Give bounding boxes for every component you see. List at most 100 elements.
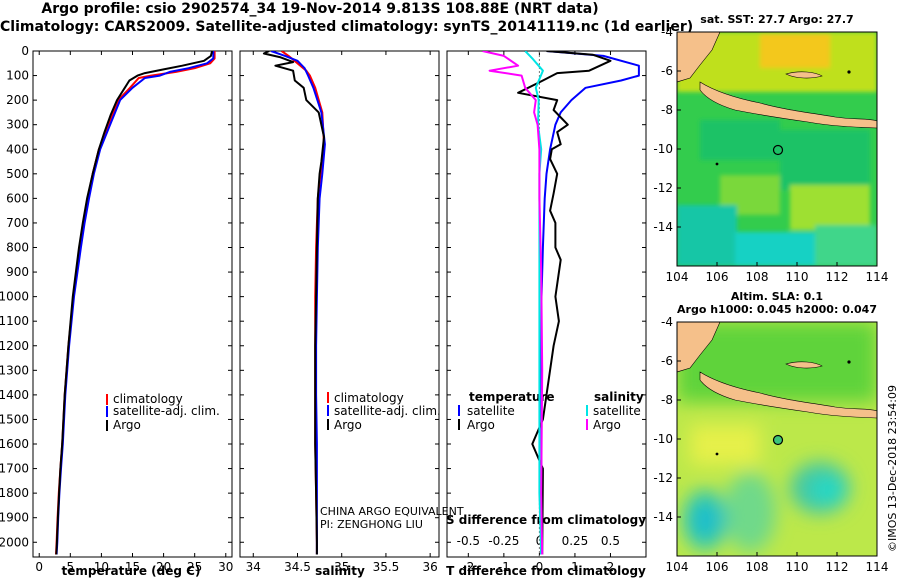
temperature-x-tick-label: 20 [156, 560, 171, 574]
depth-tick-label: 1900 [0, 511, 29, 525]
salinity-series-group [262, 51, 326, 555]
sla-map-title: Altim. SLA: 0.1 [730, 290, 824, 303]
sla-map-x-tick-label: 112 [826, 560, 849, 574]
legend-temp-satellite: satellite [467, 404, 515, 418]
salinity-x-tick-label: 35.5 [373, 560, 400, 574]
sst-map-y-tick-label: -12 [653, 181, 673, 195]
depth-tick-label: 400 [6, 142, 29, 156]
salinity-x-tick-label: 36 [423, 560, 438, 574]
figure-title-line-2: Climatology: CARS2009. Satellite-adjuste… [0, 19, 694, 35]
legend-sal-satellite: satellite [593, 404, 641, 418]
sla-map-y-tick-label: -8 [661, 393, 673, 407]
salinity-panel: climatology satellite-adj. clim. Argo CH… [239, 50, 464, 574]
difference-series-salinity-satellite [524, 51, 544, 555]
temperature-series-climatology [55, 51, 216, 555]
difference-panel: temperature satellite Argo salinity sate… [446, 50, 647, 574]
difference-series-group [482, 51, 640, 555]
temperature-panel: climatology satellite-adj. clim. Argo 0 1… [0, 44, 233, 574]
sst-map-x-tick-label: 106 [706, 270, 729, 284]
depth-tick-label: 1500 [0, 412, 29, 426]
sst-argo-location-marker [772, 144, 784, 156]
depth-tick-label: 1800 [0, 486, 29, 500]
salinity-x-tick-label: 35 [334, 560, 349, 574]
legend-satellite: satellite-adj. clim. [113, 404, 220, 418]
depth-tick-label: 1400 [0, 388, 29, 402]
sla-map-subtitle: Argo h1000: 0.045 h2000: 0.047 [677, 303, 877, 316]
sla-map-y-tick-label: -4 [661, 315, 673, 329]
depth-tick-label: 600 [6, 191, 29, 205]
difference-series-temperature-argo [517, 51, 612, 555]
salinity-series-argo [262, 51, 325, 555]
sst-map-x-tick-label: 104 [666, 270, 689, 284]
sst-map-x-tick-label: 110 [786, 270, 809, 284]
annotation-pi: PI: ZENGHONG LIU [320, 518, 423, 531]
difference-series-salinity-argo [482, 51, 544, 555]
temperature-series-satellite [55, 51, 215, 555]
depth-tick-label: 2000 [0, 535, 29, 549]
sst-map-x-tick-label: 108 [746, 270, 769, 284]
temperature-x-tick-label: 15 [125, 560, 140, 574]
legend-climatology: climatology [113, 392, 183, 406]
sla-map-x-tick-label: 110 [786, 560, 809, 574]
salinity-x-tick-label: 34 [246, 560, 261, 574]
difference-x-tick-label: -2 [462, 560, 474, 574]
temperature-series-argo [55, 51, 214, 555]
temperature-x-tick-label: 5 [66, 560, 74, 574]
legend-temp-argo: Argo [467, 418, 495, 432]
depth-tick-label: 100 [6, 69, 29, 83]
sst-map-y-tick-label: -10 [653, 142, 673, 156]
depth-tick-label: 1700 [0, 462, 29, 476]
sst-map-y-tick-label: -6 [661, 64, 673, 78]
legend-climatology: climatology [334, 391, 404, 405]
sst-map-y-tick-label: -4 [661, 25, 673, 39]
sla-map-y-tick-label: -6 [661, 354, 673, 368]
temperature-axes-frame [32, 50, 233, 558]
s-difference-label: S difference from climatology [446, 513, 646, 527]
depth-tick-label: 0 [21, 44, 29, 58]
sla-map-x-tick-label: 114 [866, 560, 889, 574]
sla-argo-location-marker [772, 434, 784, 446]
salinity-x-tick-label: 34.5 [284, 560, 311, 574]
depth-tick-label: 1600 [0, 437, 29, 451]
difference-axes-frame [446, 50, 647, 558]
depth-tick-label: 300 [6, 118, 29, 132]
difference-s-tick-label: -0.25 [488, 534, 519, 548]
depth-tick-label: 1000 [0, 290, 29, 304]
salinity-series-satellite [270, 51, 326, 555]
difference-s-tick-label: -0.5 [457, 534, 480, 548]
difference-x-tick-label: 0 [536, 560, 544, 574]
temperature-series-group [55, 51, 216, 555]
depth-tick-label: 800 [6, 241, 29, 255]
difference-s-tick-label: 0.5 [601, 534, 620, 548]
legend-salinity-title: salinity [594, 390, 644, 404]
temperature-x-tick-label: 25 [187, 560, 202, 574]
depth-tick-label: 200 [6, 93, 29, 107]
difference-s-tick-label: 0.25 [562, 534, 589, 548]
depth-tick-label: 500 [6, 167, 29, 181]
legend-argo: Argo [113, 418, 141, 432]
legend-temperature-title: temperature [469, 390, 554, 404]
sst-map-x-tick-label: 114 [866, 270, 889, 284]
figure-title-line-1: Argo profile: csio 2902574_34 19-Nov-201… [41, 1, 599, 17]
salinity-axis-label: salinity [315, 564, 365, 578]
temperature-legend: climatology satellite-adj. clim. Argo [106, 392, 220, 432]
annotation-china-argo: CHINA ARGO EQUIVALENT [320, 505, 464, 518]
sst-map-title: sat. SST: 27.7 Argo: 27.7 [700, 13, 854, 26]
difference-legend-temperature: temperature satellite Argo [458, 390, 554, 432]
difference-x-tick-label: -1 [498, 560, 510, 574]
sst-map-y-tick-label: -8 [661, 103, 673, 117]
difference-x-tick-label: 2 [607, 560, 615, 574]
sst-map: 104 106 108 110 112 114 -4 -6 -8 -10 -12 -14 [653, 25, 888, 284]
temperature-axis-label: temperature (deg C) [62, 564, 201, 578]
sla-map: 104 106 108 110 112 114 -4 -6 -8 -10 -12 -14 [653, 315, 888, 574]
temperature-x-tick-label: 10 [94, 560, 109, 574]
salinity-axes-frame [239, 50, 440, 558]
depth-tick-label: 1300 [0, 363, 29, 377]
depth-tick-label: 700 [6, 216, 29, 230]
sla-map-y-tick-label: -10 [653, 432, 673, 446]
depth-tick-label: 1200 [0, 339, 29, 353]
sla-map-y-tick-label: -14 [653, 510, 673, 524]
sst-map-y-tick-label: -14 [653, 220, 673, 234]
difference-x-tick-label: 1 [571, 560, 579, 574]
